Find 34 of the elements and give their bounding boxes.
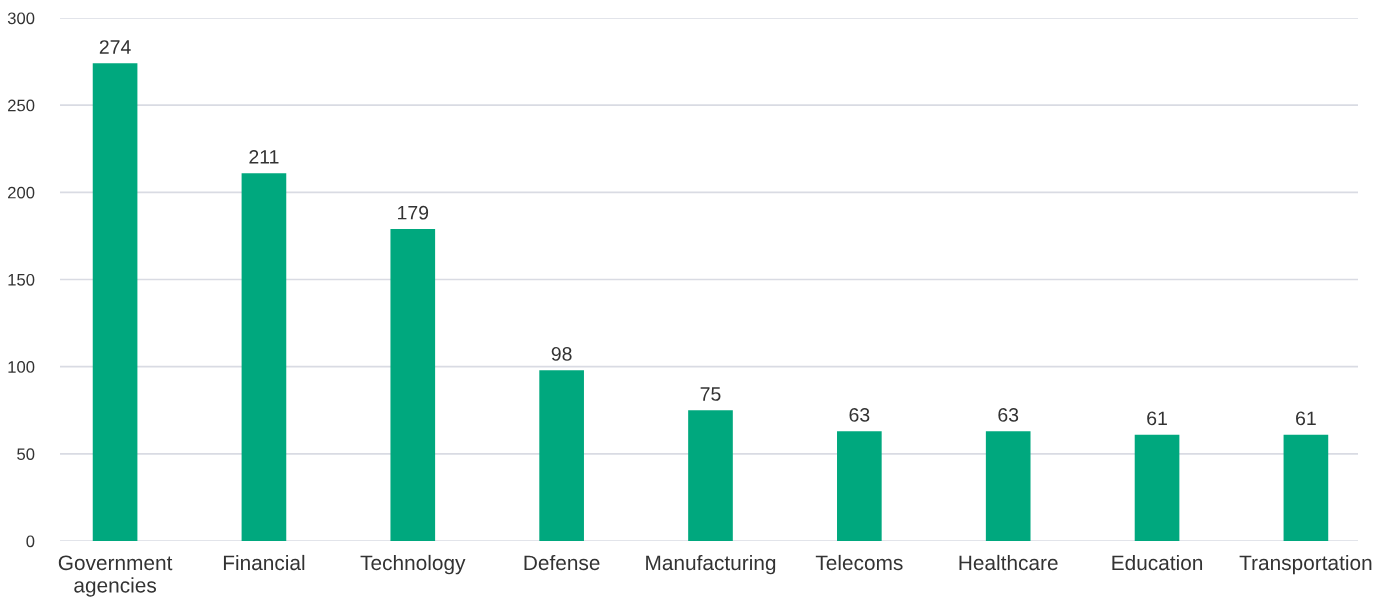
y-tick-label: 150 xyxy=(8,273,35,286)
x-tick-label: Government agencies xyxy=(58,555,173,597)
bar xyxy=(390,228,436,541)
x-tick-label: Defense xyxy=(524,554,600,571)
y-tick-label: 250 xyxy=(8,99,35,112)
bar xyxy=(837,431,882,541)
data-label: 98 xyxy=(551,346,572,361)
data-label: 274 xyxy=(99,40,131,54)
bar xyxy=(241,173,287,541)
data-label: 179 xyxy=(398,205,429,220)
x-tick-label: Education xyxy=(1112,554,1203,571)
x-tick-label: Telecoms xyxy=(815,554,903,571)
y-tick-label: 50 xyxy=(17,448,35,461)
data-label: 61 xyxy=(1296,411,1316,426)
bar xyxy=(1283,434,1329,541)
data-label: 211 xyxy=(249,149,279,164)
bar xyxy=(1134,434,1180,541)
x-tick-label: Financial xyxy=(223,554,305,571)
data-label: 63 xyxy=(998,408,1019,422)
y-tick-label: 100 xyxy=(8,361,35,373)
y-tick-label: 0 xyxy=(26,535,35,548)
bar xyxy=(92,63,138,541)
x-tick-label: Technology xyxy=(360,554,466,575)
y-tick-label: 200 xyxy=(8,186,35,199)
data-label: 61 xyxy=(1147,411,1167,426)
data-label: 75 xyxy=(700,387,721,401)
bar xyxy=(688,410,733,541)
bar xyxy=(985,431,1031,541)
x-tick-label: Healthcare xyxy=(959,554,1058,571)
data-label: 63 xyxy=(849,408,870,422)
bar xyxy=(539,370,584,541)
y-tick-label: 300 xyxy=(7,12,35,25)
x-tick-label: Transportation xyxy=(1239,554,1372,575)
x-tick-label: Manufacturing xyxy=(646,554,776,575)
